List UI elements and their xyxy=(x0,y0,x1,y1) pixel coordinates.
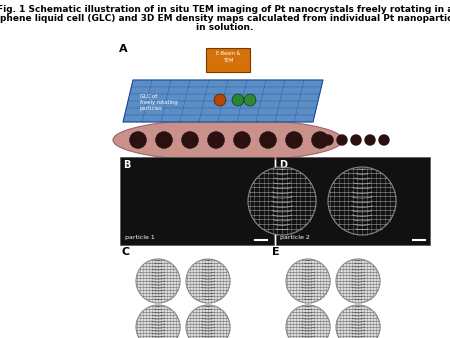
Circle shape xyxy=(328,167,396,235)
Text: E-Beam &: E-Beam & xyxy=(216,51,240,56)
Circle shape xyxy=(365,135,375,145)
Bar xyxy=(120,157,274,245)
Text: C: C xyxy=(122,247,130,257)
Text: graphene liquid cell (GLC) and 3D EM density maps calculated from individual Pt : graphene liquid cell (GLC) and 3D EM den… xyxy=(0,14,450,23)
Circle shape xyxy=(337,135,347,145)
Circle shape xyxy=(136,305,180,338)
Circle shape xyxy=(130,131,147,148)
Bar xyxy=(206,48,250,72)
Ellipse shape xyxy=(113,119,343,161)
Circle shape xyxy=(336,259,380,303)
Circle shape xyxy=(186,259,230,303)
Polygon shape xyxy=(123,80,323,122)
Circle shape xyxy=(181,131,198,148)
Circle shape xyxy=(285,131,302,148)
Text: B: B xyxy=(123,160,130,170)
Text: A: A xyxy=(119,44,128,54)
Circle shape xyxy=(244,94,256,106)
Circle shape xyxy=(232,94,244,106)
Circle shape xyxy=(286,305,330,338)
Text: particle 1: particle 1 xyxy=(125,235,155,240)
Text: particle 2: particle 2 xyxy=(280,235,310,240)
Text: E: E xyxy=(272,247,279,257)
Circle shape xyxy=(351,135,361,145)
Circle shape xyxy=(336,305,380,338)
Circle shape xyxy=(311,131,328,148)
Text: GLC of
freely rotating
particles: GLC of freely rotating particles xyxy=(140,94,178,112)
Circle shape xyxy=(186,305,230,338)
Circle shape xyxy=(379,135,389,145)
Circle shape xyxy=(286,259,330,303)
Circle shape xyxy=(234,131,251,148)
Text: D: D xyxy=(279,160,287,170)
Circle shape xyxy=(136,259,180,303)
Bar xyxy=(276,157,430,245)
Circle shape xyxy=(156,131,172,148)
Circle shape xyxy=(323,135,333,145)
Circle shape xyxy=(248,167,316,235)
Circle shape xyxy=(260,131,276,148)
Text: TEM: TEM xyxy=(223,58,233,63)
Circle shape xyxy=(214,94,226,106)
Text: Fig. 1 Schematic illustration of in situ TEM imaging of Pt nanocrystals freely r: Fig. 1 Schematic illustration of in situ… xyxy=(0,5,450,14)
Circle shape xyxy=(207,131,225,148)
Text: in solution.: in solution. xyxy=(196,23,254,32)
